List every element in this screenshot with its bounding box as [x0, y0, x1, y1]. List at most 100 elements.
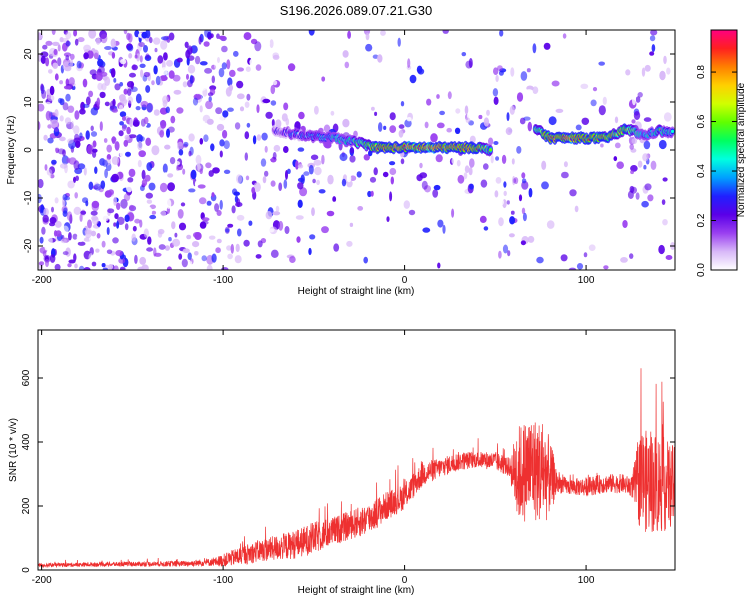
noise-blob	[156, 174, 162, 181]
noise-blob	[223, 140, 230, 150]
noise-blob	[212, 167, 220, 174]
noise-blob	[127, 44, 134, 52]
chart-title: S196.2026.089.07.21.G30	[280, 3, 433, 18]
noise-blob	[229, 69, 236, 77]
noise-blob	[581, 117, 590, 126]
noise-blob	[502, 175, 510, 180]
noise-blob	[520, 71, 528, 81]
noise-blob	[143, 116, 149, 125]
noise-blob	[111, 52, 116, 59]
noise-blob	[189, 74, 194, 85]
noise-blob	[231, 205, 236, 214]
noise-blob	[260, 158, 267, 167]
noise-blob	[206, 264, 213, 270]
noise-blob	[47, 137, 54, 144]
noise-blob	[506, 200, 510, 205]
noise-blob	[439, 110, 445, 116]
noise-blob	[59, 115, 64, 122]
noise-blob	[124, 134, 130, 141]
noise-blob	[46, 169, 53, 176]
noise-blob	[126, 160, 133, 166]
noise-blob	[114, 83, 121, 91]
noise-blob	[551, 80, 560, 87]
noise-blob	[647, 194, 654, 202]
noise-blob	[272, 80, 278, 86]
noise-blob	[426, 98, 432, 106]
noise-blob	[78, 93, 87, 101]
noise-blob	[181, 258, 188, 268]
noise-blob	[527, 121, 532, 132]
noise-blob	[419, 162, 423, 169]
noise-blob	[146, 103, 153, 113]
noise-blob	[422, 227, 431, 233]
noise-blob	[132, 225, 137, 232]
noise-blob	[270, 84, 276, 95]
noise-blob	[153, 65, 158, 75]
noise-blob	[38, 88, 41, 96]
noise-blob	[128, 168, 136, 178]
noise-blob	[365, 43, 373, 52]
noise-blob	[91, 202, 100, 212]
noise-blob	[129, 72, 136, 78]
noise-blob	[517, 131, 525, 140]
noise-blob	[603, 265, 609, 270]
noise-blob	[365, 32, 370, 41]
x-tick-label: -100	[213, 575, 233, 586]
noise-blob	[118, 257, 126, 264]
noise-blob	[97, 82, 103, 91]
noise-blob	[644, 183, 652, 191]
noise-blob	[389, 167, 397, 176]
noise-blob	[511, 158, 515, 165]
noise-blob	[266, 152, 273, 160]
noise-blob	[59, 136, 66, 142]
noise-blob	[95, 37, 101, 45]
noise-blob	[126, 32, 131, 41]
noise-blob	[326, 210, 335, 217]
noise-blob	[167, 182, 176, 192]
noise-blob	[226, 59, 231, 70]
noise-blob	[121, 97, 128, 107]
noise-blob	[72, 98, 79, 104]
noise-blob	[342, 118, 350, 128]
noise-blob	[483, 226, 489, 231]
noise-blob	[78, 265, 85, 270]
noise-blob	[244, 131, 250, 140]
noise-blob	[155, 75, 161, 86]
noise-blob	[536, 256, 544, 264]
noise-blob	[561, 171, 569, 179]
noise-blob	[51, 206, 54, 213]
noise-blob	[80, 210, 87, 215]
noise-blob	[349, 175, 357, 181]
noise-blob	[65, 93, 71, 102]
noise-blob	[48, 236, 53, 245]
noise-blob	[199, 138, 204, 145]
noise-blob	[131, 64, 138, 71]
noise-blob	[516, 146, 522, 154]
noise-blob	[117, 216, 125, 225]
noise-blob	[52, 62, 58, 69]
noise-blob	[264, 145, 268, 153]
noise-blob	[415, 114, 423, 120]
noise-blob	[503, 136, 509, 145]
noise-blob	[555, 108, 564, 113]
noise-blob	[216, 123, 225, 131]
noise-blob	[299, 187, 308, 197]
noise-blob	[83, 167, 87, 176]
noise-blob	[41, 89, 47, 100]
noise-blob	[218, 67, 225, 78]
noise-blob	[124, 223, 129, 231]
noise-blob	[204, 67, 213, 74]
noise-blob	[140, 100, 149, 108]
noise-blob	[160, 67, 168, 76]
noise-blob	[92, 148, 98, 153]
noise-blob	[389, 191, 393, 202]
noise-blob	[253, 182, 261, 193]
noise-blob	[236, 198, 241, 208]
noise-blob	[236, 174, 242, 184]
noise-blob	[632, 95, 636, 106]
noise-blob	[435, 154, 443, 163]
noise-blob	[323, 172, 329, 183]
noise-blob	[119, 266, 126, 270]
noise-blob	[251, 187, 256, 194]
noise-blob	[123, 193, 131, 202]
